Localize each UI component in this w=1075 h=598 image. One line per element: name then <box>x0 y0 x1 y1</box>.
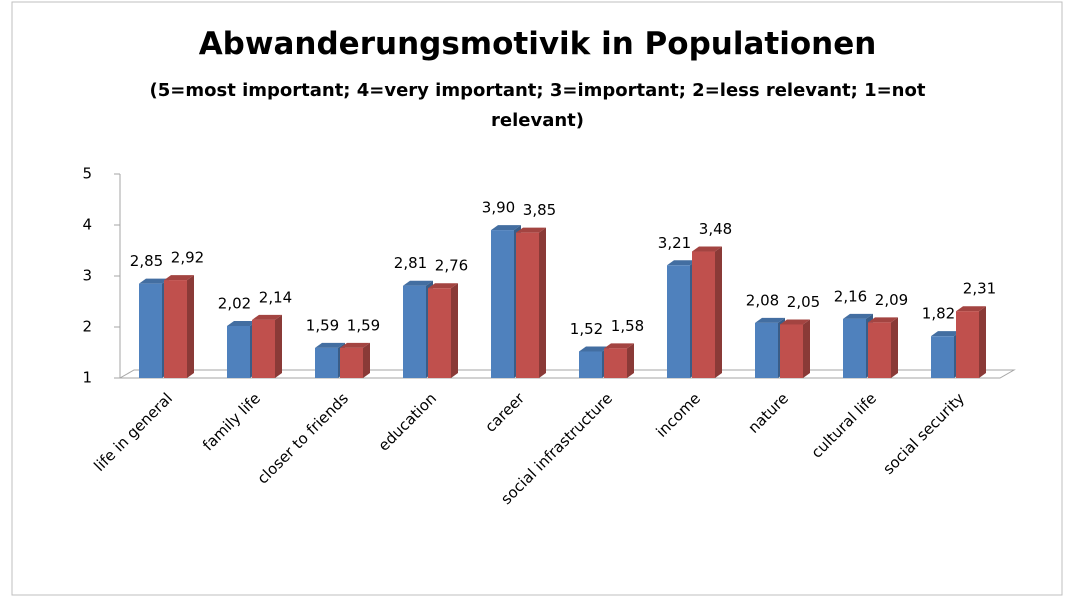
bar-top <box>139 278 169 284</box>
y-tick-label: 1 <box>82 369 92 387</box>
value-label: 2,31 <box>963 280 996 298</box>
y-tick-label: 2 <box>82 318 92 336</box>
bar-top <box>403 280 433 286</box>
bar <box>428 288 451 378</box>
bar <box>755 322 778 378</box>
x-tick-label: income <box>652 389 704 441</box>
bar-top <box>340 342 370 348</box>
bar-top <box>428 283 458 289</box>
value-label: 2,85 <box>130 252 163 270</box>
bar <box>227 325 250 378</box>
value-label: 2,02 <box>218 294 251 312</box>
bar <box>868 322 891 378</box>
bar-top <box>780 319 810 325</box>
bar <box>931 336 954 378</box>
bar <box>252 319 275 378</box>
bar-side <box>539 227 546 378</box>
bar <box>780 324 803 378</box>
x-tick-label: closer to friends <box>254 389 352 487</box>
bar <box>843 318 866 378</box>
bar-top <box>491 225 521 231</box>
bar-side <box>451 283 458 378</box>
value-label: 1,59 <box>347 316 380 334</box>
bar-side <box>891 317 898 378</box>
y-tick-label: 5 <box>82 165 92 183</box>
x-tick-label: social security <box>879 389 968 478</box>
bar-top <box>755 317 785 323</box>
value-label: 2,05 <box>787 293 820 311</box>
value-label: 3,21 <box>658 234 691 252</box>
bar-top <box>956 306 986 312</box>
bar <box>491 230 514 378</box>
bar <box>164 280 187 378</box>
x-tick-label: life in general <box>90 389 176 475</box>
value-label: 2,16 <box>834 287 867 305</box>
y-tick-label: 4 <box>82 216 92 234</box>
bar-side <box>363 342 370 378</box>
value-label: 2,14 <box>259 288 292 306</box>
x-tick-label: nature <box>745 389 792 436</box>
value-label: 1,59 <box>306 316 339 334</box>
bar-side <box>715 246 722 378</box>
value-label: 2,76 <box>435 257 468 275</box>
bar <box>692 251 715 378</box>
x-tick-label: education <box>375 389 440 454</box>
bar <box>579 351 602 378</box>
bar-top <box>843 313 873 319</box>
bar-side <box>627 343 634 378</box>
bar <box>956 311 979 378</box>
bar-top <box>692 246 722 252</box>
bar-top <box>868 317 898 323</box>
y-tick-label: 3 <box>82 267 92 285</box>
bar-side <box>275 314 282 378</box>
value-label: 3,85 <box>523 201 556 219</box>
value-label: 1,52 <box>570 320 603 338</box>
x-tick-label: career <box>481 389 528 436</box>
bar <box>604 348 627 378</box>
value-label: 1,82 <box>922 305 955 323</box>
value-label: 2,08 <box>746 291 779 309</box>
value-label: 2,92 <box>171 249 204 267</box>
value-label: 2,81 <box>394 254 427 272</box>
bar <box>403 285 426 378</box>
bar <box>139 283 162 378</box>
x-tick-label: family life <box>199 389 264 454</box>
x-tick-label: cultural life <box>808 389 880 461</box>
bar-side <box>979 306 986 378</box>
bar <box>667 265 690 378</box>
bar <box>340 347 363 378</box>
value-label: 3,90 <box>482 199 515 217</box>
bar-top <box>315 342 345 348</box>
bar <box>516 232 539 378</box>
chart-subtitle: (5=most important; 4=very important; 3=i… <box>149 80 926 131</box>
bar-top <box>667 260 697 266</box>
chart-title: Abwanderungsmotivik in Populationen <box>198 26 877 62</box>
bar-side <box>187 275 194 378</box>
bar-top <box>516 227 546 233</box>
bar-top <box>252 314 282 320</box>
value-label: 3,48 <box>699 220 732 238</box>
bar-top <box>227 320 257 326</box>
bar-top <box>579 346 609 352</box>
bar-top <box>604 343 634 349</box>
bar-top <box>164 275 194 281</box>
value-label: 1,58 <box>611 317 644 335</box>
bar <box>315 347 338 378</box>
bar-side <box>803 319 810 378</box>
chart-border <box>11 1 1063 596</box>
bar-top <box>931 331 961 337</box>
value-label: 2,09 <box>875 291 908 309</box>
